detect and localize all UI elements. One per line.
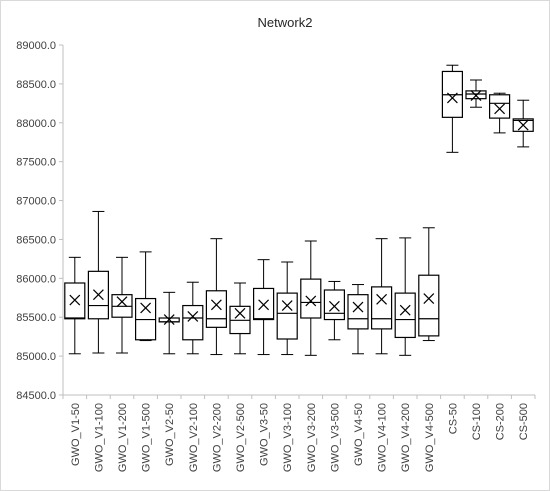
box-group [300, 240, 322, 356]
x-tick-label: GWO_V2-50 [164, 403, 176, 466]
mean-marker [69, 294, 81, 306]
x-tick-label: GWO_V3-200 [306, 403, 318, 472]
mean-marker [328, 300, 340, 312]
y-tick-label: 89000.0 [16, 40, 56, 52]
mean-marker [163, 314, 175, 325]
mean-marker [281, 300, 293, 311]
x-tick-label: GWO_V4-50 [353, 403, 365, 466]
x-tick-label: GWO_V1-500 [141, 403, 153, 472]
box-group [418, 227, 440, 342]
x-tick-label: CS-500 [518, 403, 530, 440]
x-tick-label: GWO_V2-200 [211, 403, 223, 472]
box-group [229, 282, 251, 355]
iqr-box [418, 274, 440, 337]
box-group [64, 256, 86, 355]
box-group [371, 238, 393, 355]
y-tick-label: 85500.0 [16, 312, 56, 324]
x-tick-label: GWO_V4-200 [400, 403, 412, 472]
box-group [394, 237, 416, 356]
mean-marker [423, 293, 435, 304]
box-group [182, 281, 204, 355]
box-group [158, 291, 180, 355]
x-tick-label: CS-50 [447, 403, 459, 434]
mean-marker [352, 301, 364, 313]
box-group [87, 210, 110, 354]
mean-marker [446, 92, 458, 104]
x-tick-label: CS-100 [471, 403, 483, 440]
x-tick-label: GWO_V1-200 [117, 403, 129, 472]
mean-marker [187, 311, 199, 322]
mean-marker [258, 299, 270, 311]
iqr-box [182, 304, 204, 341]
axes: 84500.0 85000.0 85500.0 86000.0 86500.0 87000… [16, 40, 536, 472]
box-group [441, 64, 463, 153]
x-tick-label: GWO_V1-100 [93, 403, 105, 472]
x-tick-label: CS-200 [495, 403, 507, 440]
box-group [276, 261, 298, 356]
x-tick-label: GWO_V4-500 [424, 403, 436, 472]
y-tick-label: 87500.0 [16, 157, 56, 169]
mean-marker [399, 304, 411, 316]
iqr-box [276, 292, 298, 340]
iqr-box [489, 94, 511, 119]
iqr-box [371, 286, 393, 330]
mean-marker [92, 289, 104, 301]
mean-marker [376, 293, 388, 305]
y-tick-label: 85000.0 [16, 351, 56, 363]
box-group [489, 92, 511, 134]
y-tick-label: 87000.0 [16, 196, 56, 208]
iqr-box [300, 278, 322, 319]
box-group [512, 99, 534, 148]
y-tick-label: 88500.0 [16, 79, 56, 91]
mean-marker [517, 119, 529, 131]
y-tick-label: 84500.0 [16, 390, 56, 402]
mean-marker [305, 295, 317, 307]
x-tick-label: GWO_V2-100 [188, 403, 200, 472]
y-tick-label: 86500.0 [16, 234, 56, 246]
box-group [205, 238, 227, 356]
iqr-box [394, 292, 416, 339]
mean-marker [470, 90, 482, 101]
box-group [323, 280, 345, 341]
iqr-box [323, 289, 345, 321]
box-group [135, 251, 157, 342]
box-group [465, 79, 487, 108]
mean-marker [494, 103, 506, 115]
box-group [347, 284, 369, 355]
y-tick-label: 88000.0 [16, 118, 56, 130]
mean-marker [116, 296, 128, 308]
x-tick-label: GWO_V3-50 [259, 403, 271, 466]
chart-title: Network2 [258, 15, 313, 30]
iqr-box [347, 294, 369, 330]
mean-marker [210, 299, 222, 311]
y-tick-label: 86000.0 [16, 273, 56, 285]
mean-marker [234, 307, 246, 319]
boxes [64, 64, 534, 356]
box-group [111, 256, 133, 354]
iqr-box [205, 290, 227, 328]
x-tick-label: GWO_V3-500 [329, 403, 341, 472]
x-tick-label: GWO_V2-500 [235, 403, 247, 472]
mean-marker [140, 302, 152, 314]
x-tick-label: GWO_V1-50 [70, 403, 82, 466]
x-tick-label: GWO_V4-100 [377, 403, 389, 472]
x-tick-label: GWO_V3-100 [282, 403, 294, 472]
box-group [253, 259, 275, 356]
